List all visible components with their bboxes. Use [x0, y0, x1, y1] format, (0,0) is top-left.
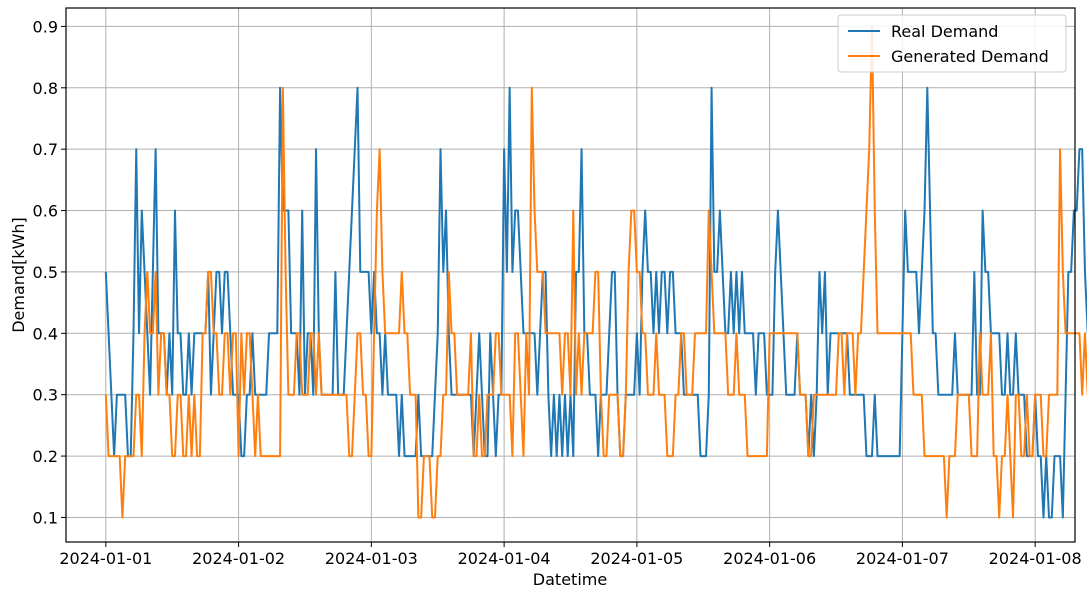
y-axis-label: Demand[kWh] — [9, 217, 28, 333]
y-tick-label: 0.6 — [33, 202, 58, 221]
y-axis: 0.1 0.2 0.3 0.4 0.5 0.6 0.7 0.8 0.9 — [33, 17, 66, 527]
y-tick-label: 0.4 — [33, 324, 58, 343]
series-line-generated-demand — [104, 25, 1087, 519]
legend-box — [837, 14, 1067, 73]
x-tick-label: 2024-01-02 — [192, 549, 285, 568]
y-tick-label: 0.3 — [33, 386, 58, 405]
x-axis-label: Datetime — [533, 570, 607, 589]
y-tick-label: 0.2 — [33, 447, 58, 466]
y-tick-label: 0.7 — [33, 140, 58, 159]
y-tick-label: 0.5 — [33, 263, 58, 282]
x-tick-label: 2024-01-01 — [59, 549, 152, 568]
x-tick-label: 2024-01-07 — [856, 549, 949, 568]
y-tick-label: 0.9 — [33, 17, 58, 36]
series-layer — [104, 25, 1087, 519]
series-line-real-demand — [104, 86, 1087, 519]
x-axis: 2024-01-01 2024-01-02 2024-01-03 2024-01-04… — [59, 542, 1082, 568]
x-tick-label: 2024-01-05 — [590, 549, 683, 568]
grid — [66, 8, 1075, 542]
legend: Real Demand Generated Demand — [837, 14, 1067, 73]
x-tick-label: 2024-01-03 — [325, 549, 418, 568]
x-tick-label: 2024-01-08 — [989, 549, 1082, 568]
legend-label-generated-demand: Generated Demand — [891, 47, 1049, 66]
x-tick-label: 2024-01-04 — [458, 549, 551, 568]
plot-frame — [65, 7, 1076, 543]
y-tick-label: 0.8 — [33, 79, 58, 98]
x-tick-label: 2024-01-06 — [723, 549, 816, 568]
legend-label-real-demand: Real Demand — [891, 22, 998, 41]
y-tick-label: 0.1 — [33, 508, 58, 527]
